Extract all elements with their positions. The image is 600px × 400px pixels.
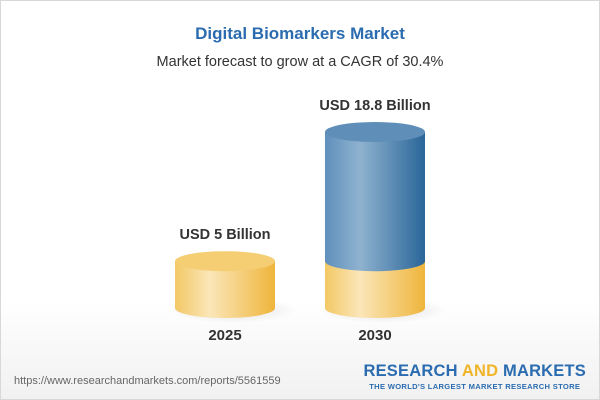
cylinder-base-segment [325, 261, 425, 318]
chart-subtitle: Market forecast to grow at a CAGR of 30.… [156, 54, 444, 70]
cylinder-base-segment [175, 261, 275, 318]
research-and-markets-logo: RESEARCH AND MARKETS THE WORLD'S LARGEST… [363, 362, 586, 391]
data-label: USD 5 Billion [179, 227, 270, 243]
data-label: USD 18.8 Billion [319, 98, 430, 114]
category-label: 2025 [208, 327, 241, 344]
source-url[interactable]: https://www.researchandmarkets.com/repor… [14, 375, 281, 387]
cylinder-growth-segment [325, 132, 425, 272]
logo-tagline: THE WORLD'S LARGEST MARKET RESEARCH STOR… [369, 382, 581, 391]
category-label: 2030 [358, 327, 391, 344]
cylinder-top [325, 122, 425, 142]
cylinder-top [175, 251, 275, 272]
chart-title: Digital Biomarkers Market [195, 24, 405, 43]
